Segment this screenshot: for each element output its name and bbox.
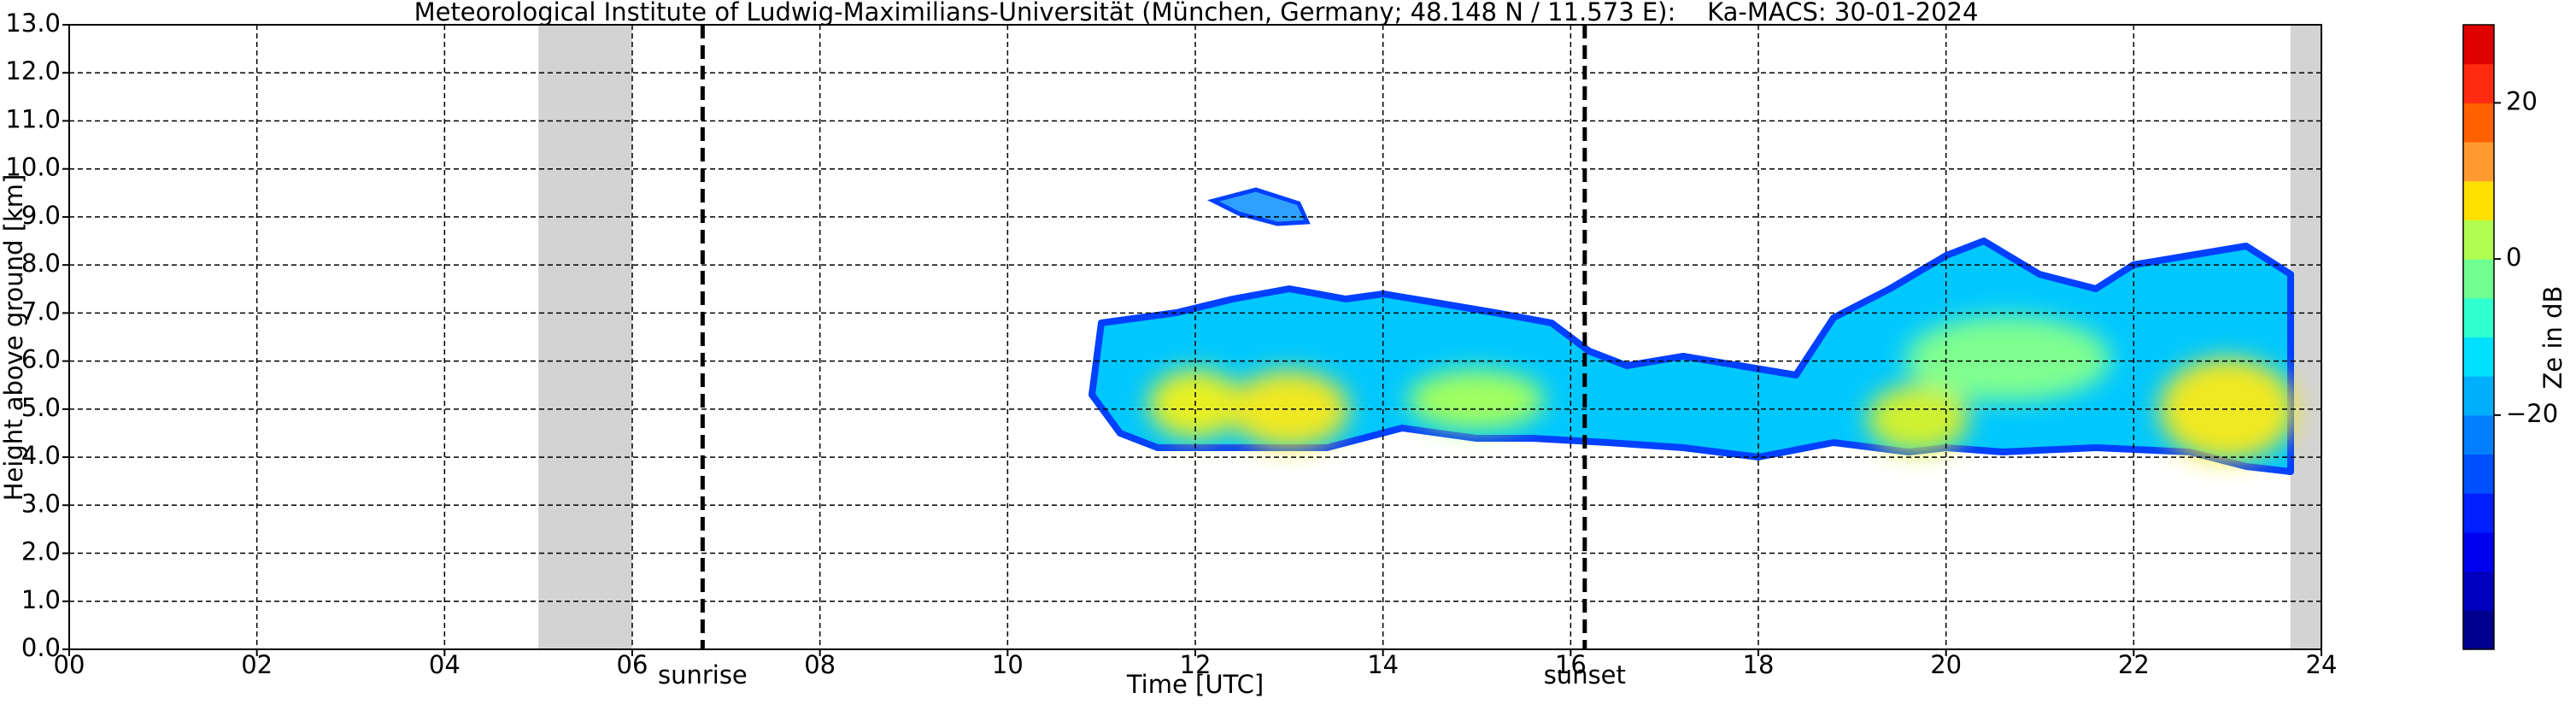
y-tick-label: 0.0 [21,633,61,662]
echo-core [1905,316,2110,402]
colorbar-band [2463,297,2494,337]
y-axis-label: Height above ground [km] [0,174,28,502]
event-label: sunset [1544,660,1626,689]
colorbar-band [2463,180,2494,220]
colorbar-band [2463,531,2494,572]
y-tick-label: 8.0 [21,249,61,278]
colorbar-band [2463,493,2494,533]
no-data-period [538,25,632,649]
cirrus-echo [1206,187,1311,226]
x-tick-label: 06 [617,650,648,679]
x-tick-label: 08 [804,650,836,679]
x-tick-label: 02 [241,650,273,679]
x-tick-label: 14 [1367,650,1399,679]
y-tick-label: 11.0 [5,104,61,133]
radar-echo [1088,187,2296,475]
y-tick-label: 7.0 [21,296,61,326]
event-label: sunrise [658,660,748,689]
y-tick-label: 10.0 [5,153,61,182]
colorbar-band [2463,414,2494,455]
x-tick-label: 00 [54,650,85,679]
colorbar-band [2463,63,2494,103]
colorbar-band [2463,220,2494,260]
echo-core [1867,384,1969,453]
colorbar-tick-label: −20 [2506,399,2558,428]
colorbar-tick-label: 20 [2506,86,2538,115]
colorbar-band [2463,259,2494,299]
y-tick-label: 13.0 [5,9,61,38]
chart-title: Meteorological Institute of Ludwig-Maxim… [414,0,1979,26]
x-tick-label: 22 [2118,650,2150,679]
x-tick-label: 12 [1180,650,1212,679]
colorbar-band [2463,376,2494,416]
colorbar-band [2463,571,2494,611]
x-tick-label: 04 [429,650,461,679]
no-data-period [2290,25,2321,649]
colorbar-tick-label: 0 [2506,243,2521,272]
y-tick-label: 3.0 [21,489,61,518]
colorbar-band [2463,142,2494,182]
y-tick-label: 2.0 [21,537,61,566]
x-tick-label: 20 [1930,650,1962,679]
echo-core [1408,370,1545,430]
colorbar-frame [2462,24,2495,650]
y-tick-label: 4.0 [21,441,61,470]
y-tick-label: 12.0 [5,56,61,85]
x-tick-label: 18 [1743,650,1775,679]
y-tick-label: 9.0 [21,201,61,230]
y-tick-label: 1.0 [21,585,61,614]
y-tick-label: 6.0 [21,345,61,374]
colorbar-band [2463,337,2494,377]
x-tick-label: 16 [1555,650,1587,679]
colorbar-band [2463,25,2494,65]
y-tick-label: 5.0 [21,393,61,422]
colorbar-band [2463,610,2494,650]
colorbar-label: Ze in dB [2538,286,2567,390]
x-axis-label: Time [UTC] [1126,670,1264,699]
x-tick-label: 10 [992,650,1024,679]
no-data-layer [538,25,2321,649]
x-tick-label: 24 [2306,650,2338,679]
echo-cores [1148,316,2296,461]
colorbar-band [2463,103,2494,143]
echo-core [1229,371,1349,448]
colorbar-band [2463,454,2494,494]
